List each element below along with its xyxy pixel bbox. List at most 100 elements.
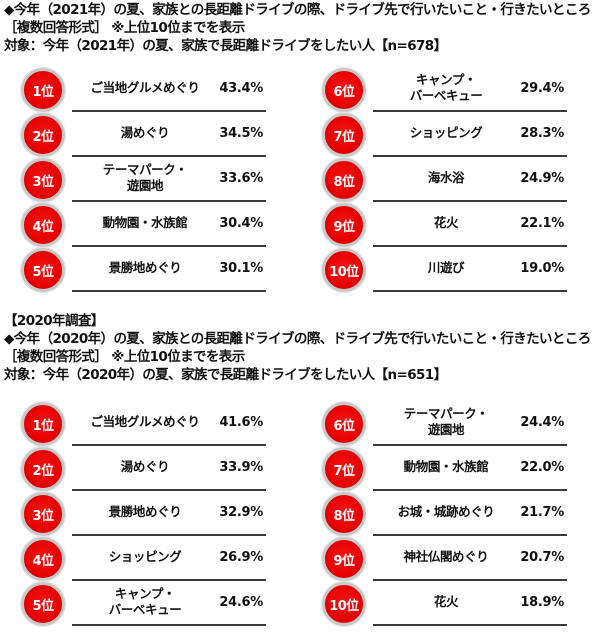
rank-badge: 2位 <box>21 113 65 157</box>
survey-2021-section: ◆今年（2021年）の夏、家族との長距離ドライブの際、ドライブ先で行いたいこと・… <box>0 0 600 300</box>
row-divider <box>72 110 266 112</box>
row-divider <box>373 579 567 581</box>
rank-badge: 9位 <box>322 203 366 247</box>
rank-badge: 8位 <box>322 492 366 536</box>
rank-row: 6位 テーマパーク・ 遊園地 24.4% <box>301 400 600 446</box>
item-value: 30.4% <box>219 215 263 231</box>
rank-row: 5位 景勝地めぐり 30.1% <box>0 246 300 292</box>
item-value: 30.1% <box>219 260 263 276</box>
row-divider <box>373 489 567 491</box>
item-value: 18.9% <box>520 594 564 610</box>
survey-2020-title: ◆今年（2020年）の夏、家族との長距離ドライブの際、ドライブ先で行いたいこと・… <box>4 331 591 347</box>
item-label: 景勝地めぐり <box>108 504 182 519</box>
rank-row: 3位 テーマパーク・ 遊園地 33.6% <box>0 156 300 202</box>
item-value: 33.9% <box>219 459 263 475</box>
item-label: 景勝地めぐり <box>108 260 182 275</box>
rank-badge: 3位 <box>21 158 65 202</box>
survey-2020-answer-format: ［複数回答形式］ ※上位10位までを表示 <box>4 349 245 365</box>
survey-2021-target: 対象：今年（2021年）の夏、家族で長距離ドライブをしたい人【n=678】 <box>4 38 447 54</box>
row-divider <box>72 579 266 581</box>
row-divider <box>373 444 567 446</box>
rank-badge: 9位 <box>322 537 366 581</box>
rank-row: 6位 キャンプ・ バーベキュー 29.4% <box>301 66 600 112</box>
item-label: 川遊び <box>427 260 465 275</box>
rank-row: 2位 湯めぐり 34.5% <box>0 111 300 157</box>
row-divider <box>72 245 266 247</box>
rank-badge: 4位 <box>21 203 65 247</box>
rank-row: 10位 花火 18.9% <box>301 580 600 626</box>
survey-2020-label: 【2020年調査】 <box>4 313 104 329</box>
rank-badge: 5位 <box>21 582 65 626</box>
item-label: テーマパーク・ 遊園地 <box>403 406 489 437</box>
item-label: ショッピング <box>108 549 182 564</box>
rank-row: 1位 ご当地グルメめぐり 41.6% <box>0 400 300 446</box>
row-divider <box>72 534 266 536</box>
row-divider <box>373 200 567 202</box>
rank-row: 3位 景勝地めぐり 32.9% <box>0 490 300 536</box>
rank-row: 10位 川遊び 19.0% <box>301 246 600 292</box>
rank-row: 9位 花火 22.1% <box>301 201 600 247</box>
row-divider <box>373 290 567 292</box>
item-value: 20.7% <box>520 549 564 565</box>
rank-badge: 3位 <box>21 492 65 536</box>
row-divider <box>373 110 567 112</box>
item-label: ショッピング <box>409 125 483 140</box>
rank-badge: 10位 <box>322 582 366 626</box>
item-value: 22.1% <box>520 215 564 231</box>
rank-row: 8位 海水浴 24.9% <box>301 156 600 202</box>
rank-row: 4位 動物園・水族館 30.4% <box>0 201 300 247</box>
survey-2021-answer-format: ［複数回答形式］ ※上位10位までを表示 <box>4 20 245 36</box>
row-divider <box>72 444 266 446</box>
item-value: 28.3% <box>520 125 564 141</box>
rank-row: 7位 ショッピング 28.3% <box>301 111 600 157</box>
survey-2021-title: ◆今年（2021年）の夏、家族との長距離ドライブの際、ドライブ先で行いたいこと・… <box>4 2 591 18</box>
item-label: お城・城跡めぐり <box>397 504 495 519</box>
item-value: 34.5% <box>219 125 263 141</box>
rank-badge: 7位 <box>322 447 366 491</box>
rank-badge: 6位 <box>322 68 366 112</box>
item-value: 21.7% <box>520 504 564 520</box>
item-label: 動物園・水族館 <box>403 459 489 474</box>
item-value: 33.6% <box>219 170 263 186</box>
rank-badge: 1位 <box>21 402 65 446</box>
row-divider <box>373 245 567 247</box>
item-value: 24.4% <box>520 414 564 430</box>
row-divider <box>373 534 567 536</box>
row-divider <box>72 624 266 626</box>
item-label: ご当地グルメめぐり <box>90 414 200 429</box>
item-label: 湯めぐり <box>120 125 170 140</box>
rank-badge: 7位 <box>322 113 366 157</box>
rank-row: 7位 動物園・水族館 22.0% <box>301 445 600 491</box>
item-value: 24.9% <box>520 170 564 186</box>
item-label: 海水浴 <box>427 170 465 185</box>
item-value: 24.6% <box>219 594 263 610</box>
row-divider <box>72 489 266 491</box>
item-value: 29.4% <box>520 80 564 96</box>
rank-row: 9位 神社仏閣めぐり 20.7% <box>301 535 600 581</box>
rank-row: 5位 キャンプ・ バーベキュー 24.6% <box>0 580 300 626</box>
survey-2020-section: 【2020年調査】 ◆今年（2020年）の夏、家族との長距離ドライブの際、ドライ… <box>0 313 600 643</box>
survey-2020-target: 対象：今年（2020年）の夏、家族で長距離ドライブをしたい人【n=651】 <box>4 367 447 383</box>
item-label: 神社仏閣めぐり <box>403 549 489 564</box>
item-label: キャンプ・ バーベキュー <box>409 72 483 103</box>
rank-row: 1位 ご当地グルメめぐり 43.4% <box>0 66 300 112</box>
item-label: ご当地グルメめぐり <box>90 80 200 95</box>
rank-row: 2位 湯めぐり 33.9% <box>0 445 300 491</box>
item-value: 26.9% <box>219 549 263 565</box>
rank-row: 8位 お城・城跡めぐり 21.7% <box>301 490 600 536</box>
rank-badge: 6位 <box>322 402 366 446</box>
item-value: 32.9% <box>219 504 263 520</box>
rank-badge: 1位 <box>21 68 65 112</box>
item-value: 41.6% <box>219 414 263 430</box>
rank-row: 4位 ショッピング 26.9% <box>0 535 300 581</box>
row-divider <box>72 155 266 157</box>
item-label: 花火 <box>433 215 459 230</box>
row-divider <box>72 200 266 202</box>
item-label: 花火 <box>433 594 459 609</box>
row-divider <box>373 155 567 157</box>
item-label: キャンプ・ バーベキュー <box>108 586 182 617</box>
rank-badge: 8位 <box>322 158 366 202</box>
rank-badge: 2位 <box>21 447 65 491</box>
item-label: 動物園・水族館 <box>102 215 188 230</box>
item-label: 湯めぐり <box>120 459 170 474</box>
